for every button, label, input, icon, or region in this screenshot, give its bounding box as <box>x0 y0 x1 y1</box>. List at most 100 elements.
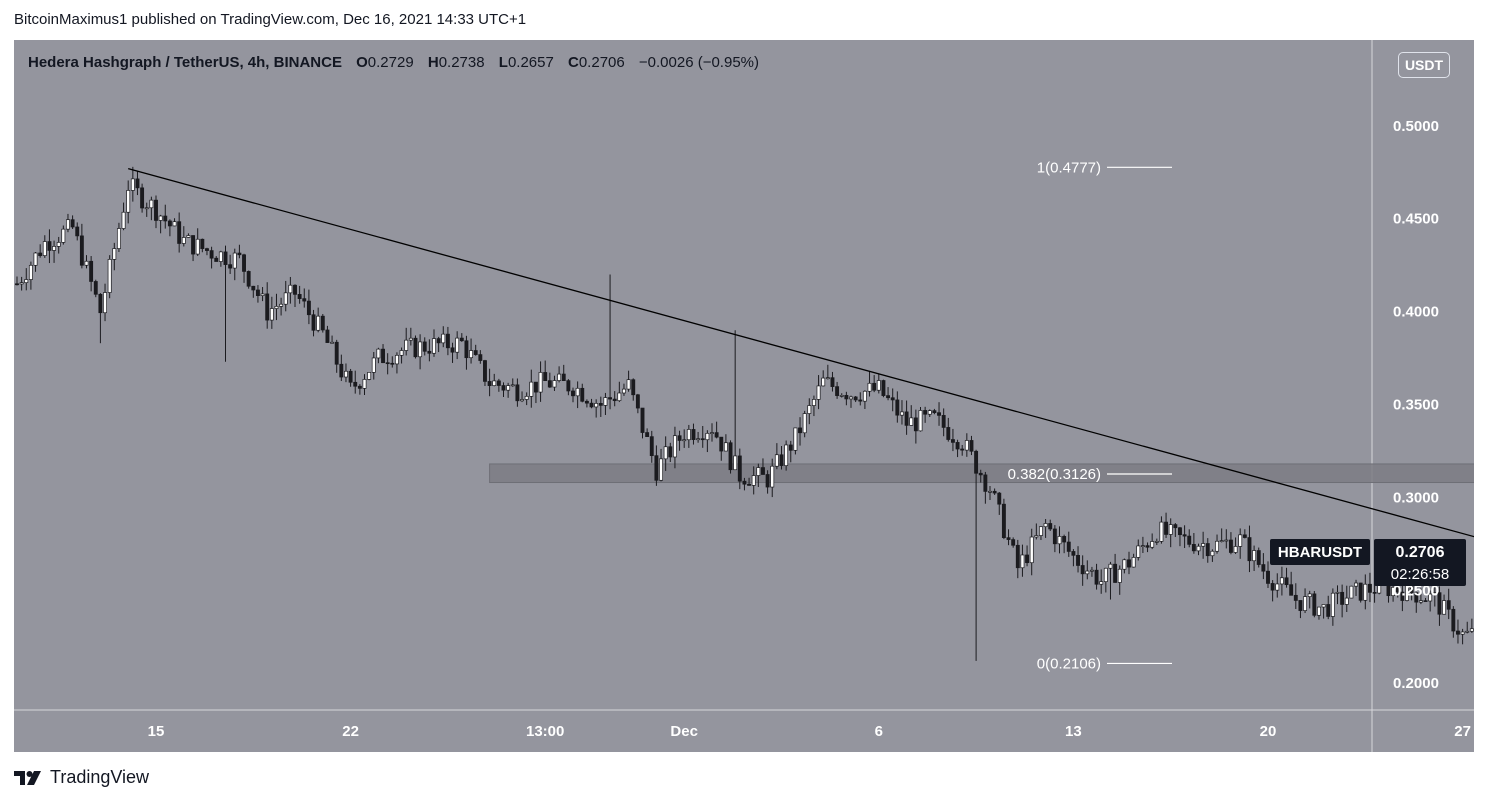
candle[interactable] <box>1062 534 1067 554</box>
candle[interactable] <box>617 381 622 403</box>
candle[interactable] <box>710 423 714 442</box>
candle[interactable] <box>436 336 441 353</box>
candle[interactable] <box>909 405 914 426</box>
candle[interactable] <box>1154 538 1159 546</box>
candle[interactable] <box>1330 588 1335 626</box>
candle[interactable] <box>978 469 983 483</box>
candle[interactable] <box>70 215 75 229</box>
candle[interactable] <box>42 235 47 258</box>
candle[interactable] <box>779 445 784 470</box>
candle[interactable] <box>825 364 830 380</box>
candle[interactable] <box>983 471 988 504</box>
candle[interactable] <box>918 406 923 432</box>
descending-trendline[interactable] <box>128 167 1474 580</box>
candle[interactable] <box>696 431 701 443</box>
candle[interactable] <box>1164 512 1169 539</box>
candle[interactable] <box>237 244 242 259</box>
candle[interactable] <box>1108 561 1113 600</box>
candle[interactable] <box>61 225 66 245</box>
candle[interactable] <box>181 226 186 247</box>
candle[interactable] <box>1006 529 1011 546</box>
candle[interactable] <box>459 333 464 342</box>
candle[interactable] <box>784 440 789 471</box>
candle[interactable] <box>1344 585 1349 613</box>
candle[interactable] <box>1460 628 1465 645</box>
candle[interactable] <box>1099 569 1104 594</box>
candle[interactable] <box>390 356 395 368</box>
candle[interactable] <box>483 359 487 386</box>
candle[interactable] <box>427 339 432 362</box>
candle[interactable] <box>103 283 107 322</box>
candle[interactable] <box>547 372 552 388</box>
candle[interactable] <box>774 443 779 470</box>
candle[interactable] <box>645 428 650 438</box>
candle[interactable] <box>1293 583 1298 610</box>
candle[interactable] <box>223 245 228 362</box>
candle[interactable] <box>1205 538 1210 563</box>
candle[interactable] <box>1131 553 1136 568</box>
candle[interactable] <box>116 222 121 252</box>
candle[interactable] <box>733 330 738 471</box>
candle[interactable] <box>214 256 219 262</box>
candle[interactable] <box>913 409 918 444</box>
candle[interactable] <box>1089 566 1094 577</box>
candle[interactable] <box>1326 595 1331 620</box>
candle[interactable] <box>265 282 270 329</box>
candle[interactable] <box>538 361 543 402</box>
candle[interactable] <box>445 326 450 356</box>
candle[interactable] <box>330 335 335 344</box>
candle[interactable] <box>761 458 765 475</box>
candle[interactable] <box>228 254 233 274</box>
candle[interactable] <box>839 393 844 398</box>
candle[interactable] <box>1266 561 1270 588</box>
candle[interactable] <box>316 307 321 333</box>
candle[interactable] <box>524 392 529 406</box>
candle[interactable] <box>325 325 330 343</box>
candle[interactable] <box>1317 606 1321 620</box>
candle[interactable] <box>904 400 909 435</box>
candle[interactable] <box>895 391 900 423</box>
candle[interactable] <box>1094 563 1099 590</box>
candle[interactable] <box>274 293 279 321</box>
candle[interactable] <box>1256 547 1261 568</box>
candle[interactable] <box>867 370 872 397</box>
candle[interactable] <box>348 368 353 387</box>
candle[interactable] <box>798 417 802 446</box>
candle[interactable] <box>1307 590 1312 609</box>
candle[interactable] <box>955 439 960 458</box>
candle[interactable] <box>960 444 965 456</box>
candle[interactable] <box>1224 529 1229 549</box>
candle[interactable] <box>932 408 937 415</box>
candle[interactable] <box>191 235 196 262</box>
candle[interactable] <box>311 309 316 337</box>
candle[interactable] <box>1349 585 1354 599</box>
candle[interactable] <box>186 233 191 238</box>
candle[interactable] <box>1395 586 1400 598</box>
candle[interactable] <box>19 276 24 291</box>
candle[interactable] <box>362 374 367 395</box>
candle[interactable] <box>399 347 404 364</box>
candle[interactable] <box>1233 537 1238 555</box>
currency-unit-button[interactable]: USDT <box>1398 52 1450 78</box>
candle[interactable] <box>339 354 344 381</box>
candle[interactable] <box>140 183 145 213</box>
candle[interactable] <box>663 436 668 471</box>
candle[interactable] <box>1001 498 1006 540</box>
candle[interactable] <box>1321 604 1326 619</box>
candle[interactable] <box>872 375 877 393</box>
candle[interactable] <box>1456 619 1460 644</box>
candle[interactable] <box>1020 544 1025 577</box>
candle[interactable] <box>98 293 103 344</box>
candle[interactable] <box>1270 580 1275 602</box>
candle[interactable] <box>1150 533 1155 550</box>
candle[interactable] <box>1354 579 1358 596</box>
candle[interactable] <box>422 337 427 356</box>
candle[interactable] <box>1303 588 1308 614</box>
candle[interactable] <box>1168 518 1173 548</box>
candle[interactable] <box>450 342 455 363</box>
candle[interactable] <box>269 296 274 329</box>
candle[interactable] <box>1011 537 1016 548</box>
candle[interactable] <box>293 284 297 308</box>
candle[interactable] <box>612 391 617 407</box>
candle[interactable] <box>1400 584 1405 612</box>
